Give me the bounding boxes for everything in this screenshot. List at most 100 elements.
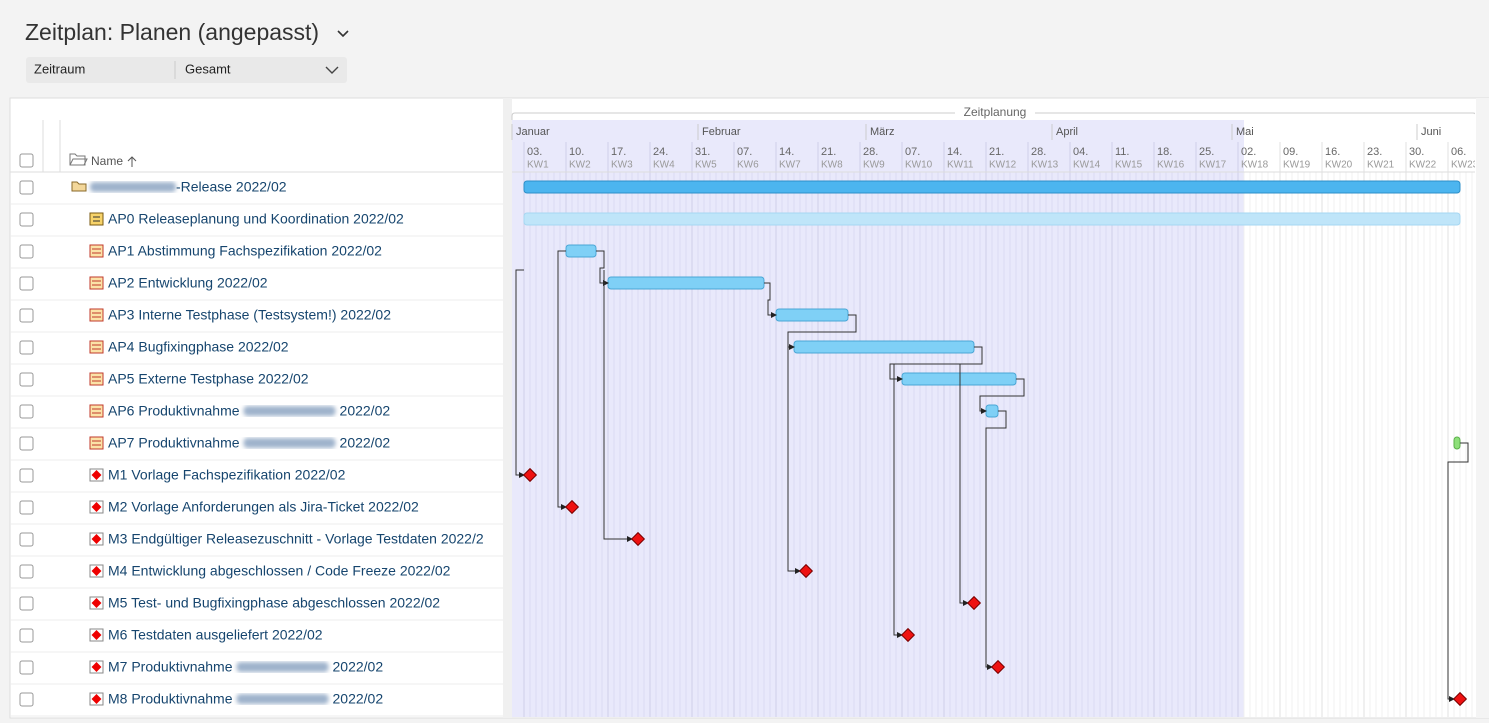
task-icon	[89, 244, 104, 258]
calendar-week: KW6	[737, 160, 759, 171]
week-label: 09.	[1283, 146, 1298, 158]
month-label: Juni	[1421, 126, 1441, 138]
row-name[interactable]: 2022/02	[333, 691, 384, 707]
row-name[interactable]: M8 Produktivnahme	[108, 691, 233, 707]
task-lines	[92, 344, 101, 350]
row-name[interactable]: AP5 Externe Testphase 2022/02	[108, 371, 309, 387]
milestone	[564, 499, 580, 515]
milestone	[522, 467, 538, 483]
month-label: Januar	[516, 126, 550, 138]
task-icon	[89, 372, 104, 386]
gantt-bar	[523, 212, 1461, 226]
row-name[interactable]: M2 Vorlage Anforderungen als Jira-Ticket…	[108, 499, 419, 515]
dependency	[787, 332, 801, 574]
row-name[interactable]: AP6 Produktivnahme	[108, 403, 240, 419]
gantt-bar	[985, 404, 999, 418]
row-checkbox[interactable]	[19, 564, 34, 579]
row-checkbox[interactable]	[19, 404, 34, 419]
row-checkbox[interactable]	[19, 372, 34, 387]
dependency	[764, 282, 777, 318]
group-label: Zeitplanung	[964, 105, 1027, 119]
title-chevron[interactable]	[337, 30, 349, 38]
task-icon	[89, 276, 104, 290]
row-name[interactable]: M5 Test- und Bugfixingphase abgeschlosse…	[108, 595, 440, 611]
row-name[interactable]: M7 Produktivnahme	[108, 659, 233, 675]
row-name[interactable]: M3 Endgültiger Releasezuschnitt - Vorlag…	[108, 531, 484, 547]
row-checkbox[interactable]	[19, 436, 34, 451]
row-name[interactable]: 2022/02	[340, 435, 391, 451]
row-name[interactable]: 2022/02	[340, 403, 391, 419]
row-name[interactable]: M6 Testdaten ausgeliefert 2022/02	[108, 627, 323, 643]
gantt-bar	[523, 180, 1461, 194]
row-name[interactable]: AP1 Abstimmung Fachspezifikation 2022/02	[108, 243, 382, 259]
week-label: 07.	[737, 146, 752, 158]
week-label: 23.	[1367, 146, 1382, 158]
redacted-text	[243, 438, 336, 448]
week-label: 14.	[947, 146, 962, 158]
page-title[interactable]: Zeitplan: Planen (angepasst)	[25, 19, 319, 45]
calendar-week: KW14	[1073, 160, 1101, 171]
gantt-bar	[607, 276, 765, 290]
task-icon	[89, 340, 104, 354]
select-all-checkbox[interactable]	[19, 153, 34, 168]
calendar-week: KW21	[1367, 160, 1395, 171]
week-label: 04.	[1073, 146, 1088, 158]
calendar-week: KW22	[1409, 160, 1437, 171]
milestone-diamond-icon	[91, 534, 102, 544]
row-checkbox[interactable]	[19, 628, 34, 643]
row-checkbox[interactable]	[19, 244, 34, 259]
task-lines	[92, 408, 101, 414]
row-checkbox[interactable]	[19, 308, 34, 323]
filter-box[interactable]	[26, 57, 347, 83]
gantt-bar	[1453, 436, 1461, 450]
row-checkbox[interactable]	[19, 692, 34, 707]
row-checkbox[interactable]	[19, 180, 34, 195]
task-lines	[92, 280, 101, 286]
scrollbar[interactable]	[1476, 98, 1489, 718]
dependency	[889, 346, 983, 382]
row-name[interactable]: AP2 Entwicklung 2022/02	[108, 275, 268, 291]
row-name[interactable]: AP4 Bugfixingphase 2022/02	[108, 339, 289, 355]
row-checkbox[interactable]	[19, 276, 34, 291]
week-label: 03.	[527, 146, 542, 158]
redacted-text	[243, 406, 336, 416]
row-checkbox[interactable]	[19, 468, 34, 483]
week-label: 18.	[1157, 146, 1172, 158]
task-lines	[92, 376, 101, 382]
redacted-text	[236, 662, 329, 672]
month-label: Februar	[702, 126, 741, 138]
week-label: 17.	[611, 146, 626, 158]
column-header[interactable]: Name	[91, 154, 123, 168]
row-name[interactable]: AP7 Produktivnahme	[108, 435, 240, 451]
row-checkbox[interactable]	[19, 212, 34, 227]
redacted-text	[90, 182, 176, 192]
row-name[interactable]: M4 Entwicklung abgeschlossen / Code Free…	[108, 563, 451, 579]
splitter[interactable]	[503, 98, 512, 718]
row-name[interactable]: AP3 Interne Testphase (Testsystem!) 2022…	[108, 307, 391, 323]
milestone	[966, 595, 982, 611]
row-checkbox[interactable]	[19, 660, 34, 675]
calendar-week: KW4	[653, 160, 675, 171]
calendar-week: KW8	[821, 160, 843, 171]
sort-icon[interactable]	[127, 156, 137, 167]
week-label: 21.	[989, 146, 1004, 158]
week-label: 25.	[1199, 146, 1214, 158]
row-name[interactable]: M1 Vorlage Fachspezifikation 2022/02	[108, 467, 346, 483]
calendar-week: KW5	[695, 160, 717, 171]
row-checkbox[interactable]	[19, 340, 34, 355]
gantt-bar	[901, 372, 1017, 386]
row-checkbox[interactable]	[19, 500, 34, 515]
month-label: April	[1056, 126, 1078, 138]
milestone	[900, 627, 916, 643]
row-name[interactable]: 2022/02	[333, 659, 384, 675]
row-name[interactable]: -Release 2022/02	[176, 179, 287, 195]
row-checkbox[interactable]	[19, 596, 34, 611]
milestone-diamond-icon	[91, 630, 102, 640]
gantt-bar	[793, 340, 975, 354]
calendar-week: KW7	[779, 160, 801, 171]
row-name[interactable]: AP0 Releaseplanung und Koordination 2022…	[108, 211, 404, 227]
row-checkbox[interactable]	[19, 532, 34, 547]
dependency	[893, 364, 903, 638]
filter-chevron[interactable]	[325, 66, 339, 74]
filter-value[interactable]: Gesamt	[185, 61, 231, 76]
